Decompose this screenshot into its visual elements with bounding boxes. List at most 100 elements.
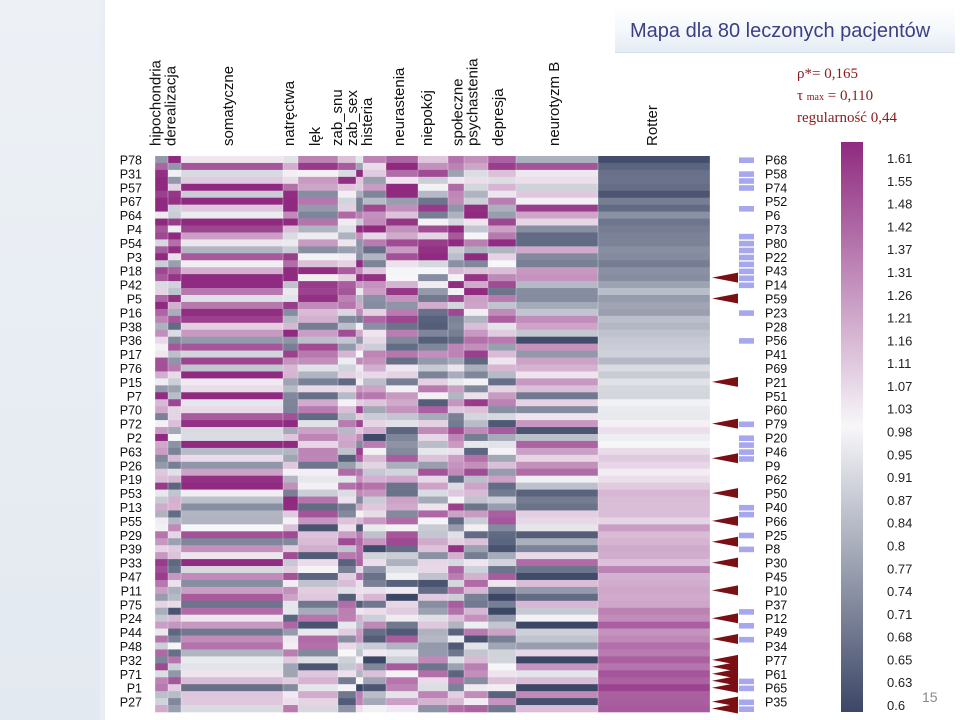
heatmap-cell [464, 169, 488, 178]
heatmap-cell [298, 454, 338, 463]
heatmap-cell [464, 454, 488, 463]
heatmap-cell [448, 677, 464, 685]
heatmap-cell [464, 607, 488, 615]
row-label-right: P35 [765, 696, 787, 710]
heatmap-cell [155, 399, 168, 407]
row-label-left: P32 [120, 654, 142, 668]
heatmap-cell [516, 239, 598, 247]
heatmap-cell [356, 329, 363, 337]
heatmap-cell [418, 524, 448, 532]
heatmap-cell [283, 218, 298, 226]
heatmap-cell [598, 607, 710, 615]
heatmap-cell [168, 392, 181, 400]
heatmap-cell [283, 169, 298, 178]
marker-triangle [712, 488, 738, 499]
column-header: zab_sex [344, 90, 361, 146]
marker-bar [739, 275, 754, 282]
heatmap-cell [155, 176, 168, 185]
marker-triangle [712, 293, 738, 304]
heatmap-cell [363, 281, 386, 289]
heatmap-cell [338, 211, 356, 219]
heatmap-cell [464, 364, 488, 372]
heatmap-cell [488, 288, 516, 296]
heatmap-cell [488, 593, 516, 602]
heatmap-cell [418, 579, 448, 588]
heatmap-cell [356, 461, 363, 470]
heatmap-cell [598, 427, 710, 435]
heatmap-cell [386, 357, 418, 365]
heatmap-cell [181, 698, 283, 706]
heatmap-cell [464, 183, 488, 192]
heatmap-cell [598, 378, 710, 386]
heatmap-cell [338, 364, 356, 372]
heatmap-cell [356, 510, 363, 518]
heatmap-cell [181, 392, 283, 400]
heatmap-cell [298, 336, 338, 344]
heatmap-cell [298, 413, 338, 421]
heatmap-cell [598, 420, 710, 428]
heatmap-cell [155, 517, 168, 525]
heatmap-cell [356, 322, 363, 331]
heatmap-cell [155, 392, 168, 400]
heatmap-cell [598, 197, 710, 205]
heatmap-cell [516, 607, 598, 615]
heatmap-cell [168, 329, 181, 337]
heatmap-cell [488, 190, 516, 198]
row-label-left: P53 [120, 487, 142, 501]
heatmap-cell [418, 385, 448, 393]
heatmap-cell [448, 260, 464, 268]
heatmap-cell [488, 524, 516, 532]
heatmap-cell [168, 357, 181, 365]
heatmap-cell [298, 621, 338, 629]
heatmap-cell [363, 295, 386, 303]
heatmap-cell [338, 517, 356, 525]
heatmap-cell [338, 420, 356, 428]
heatmap-cell [448, 705, 464, 713]
heatmap-cell [516, 531, 598, 539]
tau-stat: τ max = 0,110 [797, 88, 874, 104]
row-label-right: P58 [765, 167, 787, 181]
marker-bar [739, 609, 754, 615]
row-label-right: P49 [765, 626, 787, 640]
heatmap-cell [386, 475, 418, 483]
heatmap-cell [448, 621, 464, 629]
heatmap-cell [356, 552, 363, 560]
heatmap-cell [516, 281, 598, 289]
heatmap-cell [168, 427, 181, 435]
heatmap-cell [418, 336, 448, 344]
heatmap-cell [338, 698, 356, 706]
heatmap-cell [168, 301, 181, 310]
heatmap-cell [168, 579, 181, 588]
heatmap-cell [418, 413, 448, 421]
heatmap-cell [418, 274, 448, 282]
heatmap-cell [283, 677, 298, 685]
heatmap-cell [168, 197, 181, 205]
heatmap-cell [181, 336, 283, 344]
heatmap-cell [464, 586, 488, 595]
heatmap-cell [155, 510, 168, 518]
slide-title: Mapa dla 80 leczonych pacjentów [630, 20, 931, 42]
heatmap-cell [338, 593, 356, 602]
colorbar-tick-label: 1.16 [887, 333, 912, 348]
heatmap-cell [516, 260, 598, 268]
heatmap-cell [356, 586, 363, 595]
heatmap-cell [418, 600, 448, 609]
heatmap-cell [363, 607, 386, 615]
heatmap-cell [363, 475, 386, 483]
heatmap-cell [338, 656, 356, 664]
heatmap-cell [338, 600, 356, 609]
heatmap-cell [356, 371, 363, 379]
heatmap-cell [298, 371, 338, 379]
heatmap-cell [488, 322, 516, 331]
heatmap-cell [448, 204, 464, 212]
heatmap-cell [448, 308, 464, 317]
heatmap-cell [598, 586, 710, 595]
heatmap-cell [386, 190, 418, 198]
heatmap-cell [598, 413, 710, 421]
heatmap-cell [448, 232, 464, 240]
heatmap-cell [298, 176, 338, 185]
heatmap-cell [338, 385, 356, 393]
heatmap-cell [418, 656, 448, 664]
heatmap-cell [488, 225, 516, 233]
heatmap-cell [168, 593, 181, 602]
